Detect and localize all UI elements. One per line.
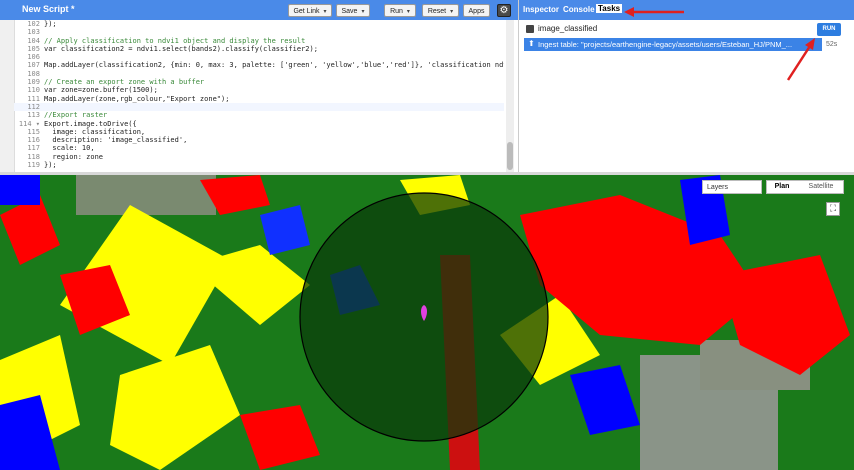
code-text: image: classification, xyxy=(44,127,146,136)
task-row: image_classified xyxy=(526,23,844,37)
chevron-down-icon: ▾ xyxy=(323,9,327,15)
run-label: Run xyxy=(390,8,403,15)
code-line[interactable]: 109 // Create an export zone with a buffe… xyxy=(14,78,504,86)
chevron-down-icon: ▾ xyxy=(406,9,410,15)
satellite-type-button[interactable]: Satellite xyxy=(808,183,834,190)
line-number: 119 xyxy=(27,161,40,170)
editor-toolbar: New Script * Get Link ▾ Save ▾ Run ▾ Reset ▾… xyxy=(0,0,518,20)
tab-tasks[interactable]: Tasks xyxy=(596,4,623,13)
get-link-button[interactable]: Get Link ▾ xyxy=(288,4,332,17)
right-panel: Inspector Console Tasks xyxy=(519,0,854,172)
code-line[interactable]: 113 //Export raster xyxy=(14,111,504,119)
code-text: //Export raster xyxy=(44,111,108,120)
code-line[interactable]: 104 // Apply classification to ndvi1 obje… xyxy=(14,37,504,45)
code-text: // Apply classification to ndvi1 object … xyxy=(44,36,306,45)
apps-button[interactable]: Apps xyxy=(463,4,490,17)
code-line[interactable]: 105 var classification2 = ndvi1.select(ba… xyxy=(14,45,504,53)
code-line[interactable]: 110 var zone=zone.buffer(1500); xyxy=(14,86,504,94)
code-area[interactable]: 102}); 103 104// Apply classification to n… xyxy=(14,20,504,172)
code-line[interactable]: 108 xyxy=(14,70,504,78)
code-text: Export.image.toDrive({ xyxy=(44,119,137,128)
code-line[interactable]: 116 description: 'image_classified', xyxy=(14,136,504,144)
code-text: }); xyxy=(44,161,57,170)
line-number: 111 xyxy=(27,94,40,103)
line-number: 107 xyxy=(27,61,40,70)
code-line[interactable]: 114 ▾ Export.image.toDrive({ xyxy=(14,120,504,128)
map-type-button[interactable]: Plan xyxy=(774,183,790,190)
line-number: 106 xyxy=(27,53,40,62)
line-number: 118 xyxy=(27,152,40,161)
code-line[interactable]: 103 xyxy=(14,28,504,36)
tab-inspector[interactable]: Inspector xyxy=(523,5,560,14)
red-arrow-annotation xyxy=(786,38,815,81)
map-type-switch: Plan Satellite xyxy=(766,180,844,194)
gear-icon[interactable]: ⚙ xyxy=(497,4,511,17)
red-arrow-annotation xyxy=(624,7,684,17)
line-number: 105 xyxy=(27,44,40,53)
line-number: 115 xyxy=(27,127,40,136)
code-text: scale: 10, xyxy=(44,144,95,153)
fullscreen-icon[interactable]: ⛶ xyxy=(826,202,840,216)
line-number: 102 xyxy=(27,20,40,28)
classification-map-layer xyxy=(0,175,854,470)
code-text: // Create an export zone with a buffer xyxy=(44,78,205,87)
code-text: Map.addLayer(zone,rgb_colour,"Export zon… xyxy=(44,94,230,103)
line-number: 112 xyxy=(27,102,40,111)
panel-splitter[interactable] xyxy=(0,172,854,175)
apps-label: Apps xyxy=(468,8,485,15)
reset-label: Reset xyxy=(427,8,447,15)
code-line[interactable]: 118 region: zone xyxy=(14,153,504,161)
code-line[interactable]: 112 xyxy=(14,102,504,112)
code-text: var zone=zone.buffer(1500); xyxy=(44,86,158,95)
code-line[interactable]: 106 xyxy=(14,53,504,61)
line-number: 113 xyxy=(27,111,40,120)
chevron-down-icon: ▾ xyxy=(361,9,365,15)
code-text: var classification2 = ndvi1.select(bands… xyxy=(44,44,318,53)
ingest-task-row[interactable]: ⬆ Ingest table: "projects/earthengine-le… xyxy=(524,38,822,51)
code-line[interactable]: 117 scale: 10, xyxy=(14,144,504,152)
right-panel-tabs: Inspector Console Tasks xyxy=(519,0,854,20)
line-number: 104 xyxy=(27,36,40,45)
ingest-elapsed-time: 52s xyxy=(826,41,838,48)
chevron-down-icon: ▾ xyxy=(450,9,454,15)
task-run-button[interactable]: RUN xyxy=(817,23,841,36)
map-canvas[interactable] xyxy=(0,175,854,470)
tab-console[interactable]: Console xyxy=(563,5,595,14)
code-text: description: 'image_classified', xyxy=(44,136,188,145)
code-text: }); xyxy=(44,20,57,28)
line-number: 109 xyxy=(27,78,40,87)
editor-scroll-thumb[interactable] xyxy=(507,142,513,170)
editor-left-gutter xyxy=(0,20,15,172)
code-line[interactable]: 111 Map.addLayer(zone,rgb_colour,"Export … xyxy=(14,95,504,103)
save-label: Save xyxy=(341,8,358,15)
editor-scrollbar[interactable] xyxy=(506,20,514,172)
image-icon xyxy=(526,25,534,33)
line-number: 103 xyxy=(27,28,40,37)
task-name: image_classified xyxy=(538,24,598,33)
layers-dropdown[interactable]: Layers xyxy=(702,180,762,194)
line-number: 116 xyxy=(27,136,40,145)
code-text: region: zone xyxy=(44,152,104,161)
code-line[interactable]: 119}); xyxy=(14,161,504,169)
line-number: 117 xyxy=(27,144,40,153)
code-line[interactable]: 102}); xyxy=(14,20,504,28)
satellite-tile xyxy=(76,175,216,215)
get-link-label: Get Link xyxy=(293,8,320,15)
code-line[interactable]: 107 Map.addLayer(classification2, {min: 0… xyxy=(14,61,504,69)
line-number: 114 ▾ xyxy=(18,119,40,128)
upload-icon: ⬆ xyxy=(528,39,535,48)
code-line[interactable]: 115 image: classification, xyxy=(14,128,504,136)
reset-button[interactable]: Reset ▾ xyxy=(422,4,459,17)
ingest-task-text: Ingest table: "projects/earthengine-lega… xyxy=(538,40,793,49)
code-text: Map.addLayer(classification2, {min: 0, m… xyxy=(44,61,504,70)
code-editor-panel: New Script * Get Link ▾ Save ▾ Run ▾ Reset ▾… xyxy=(0,0,519,172)
line-number: 108 xyxy=(27,69,40,78)
run-script-button[interactable]: Run ▾ xyxy=(384,4,416,17)
line-number: 110 xyxy=(27,86,40,95)
save-button[interactable]: Save ▾ xyxy=(336,4,370,17)
map-marker-icon xyxy=(421,305,427,321)
script-title: New Script * xyxy=(22,4,75,14)
